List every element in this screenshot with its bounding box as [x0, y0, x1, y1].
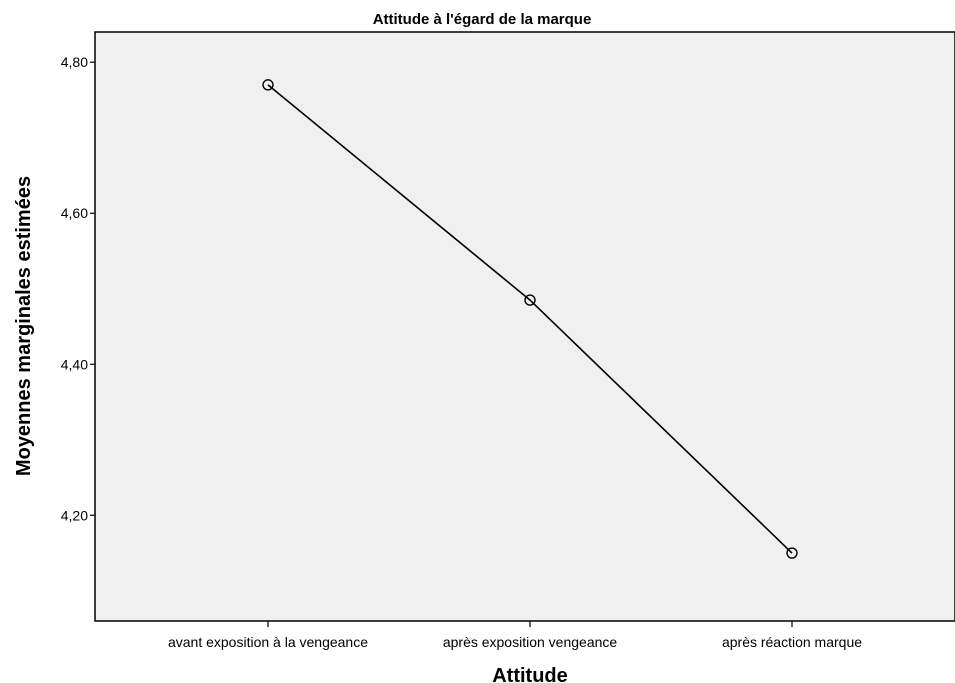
data-point-marker [262, 79, 274, 91]
data-point-marker [524, 294, 536, 306]
chart-title: Attitude à l'égard de la marque [373, 11, 592, 28]
x-tick-label: avant exposition à la vengeance [168, 634, 368, 650]
series-line [267, 84, 793, 554]
x-tick-label: après exposition vengeance [443, 634, 618, 650]
x-tick-label: après réaction marque [722, 634, 862, 650]
y-axis-label: Moyennes marginales estimées [13, 176, 35, 476]
series-group [262, 79, 798, 559]
x-axis: avant exposition à la vengeance après exp… [168, 621, 862, 650]
y-tick-label: 4,60 [61, 205, 88, 221]
y-tick-label: 4,40 [61, 356, 88, 372]
data-point-marker [786, 547, 798, 559]
plot-area [94, 31, 955, 622]
y-axis: 4,20 4,40 4,60 4,80 [61, 54, 95, 523]
y-tick-label: 4,80 [61, 54, 88, 70]
x-axis-label: Attitude [492, 665, 568, 683]
y-tick-label: 4,20 [61, 507, 88, 523]
